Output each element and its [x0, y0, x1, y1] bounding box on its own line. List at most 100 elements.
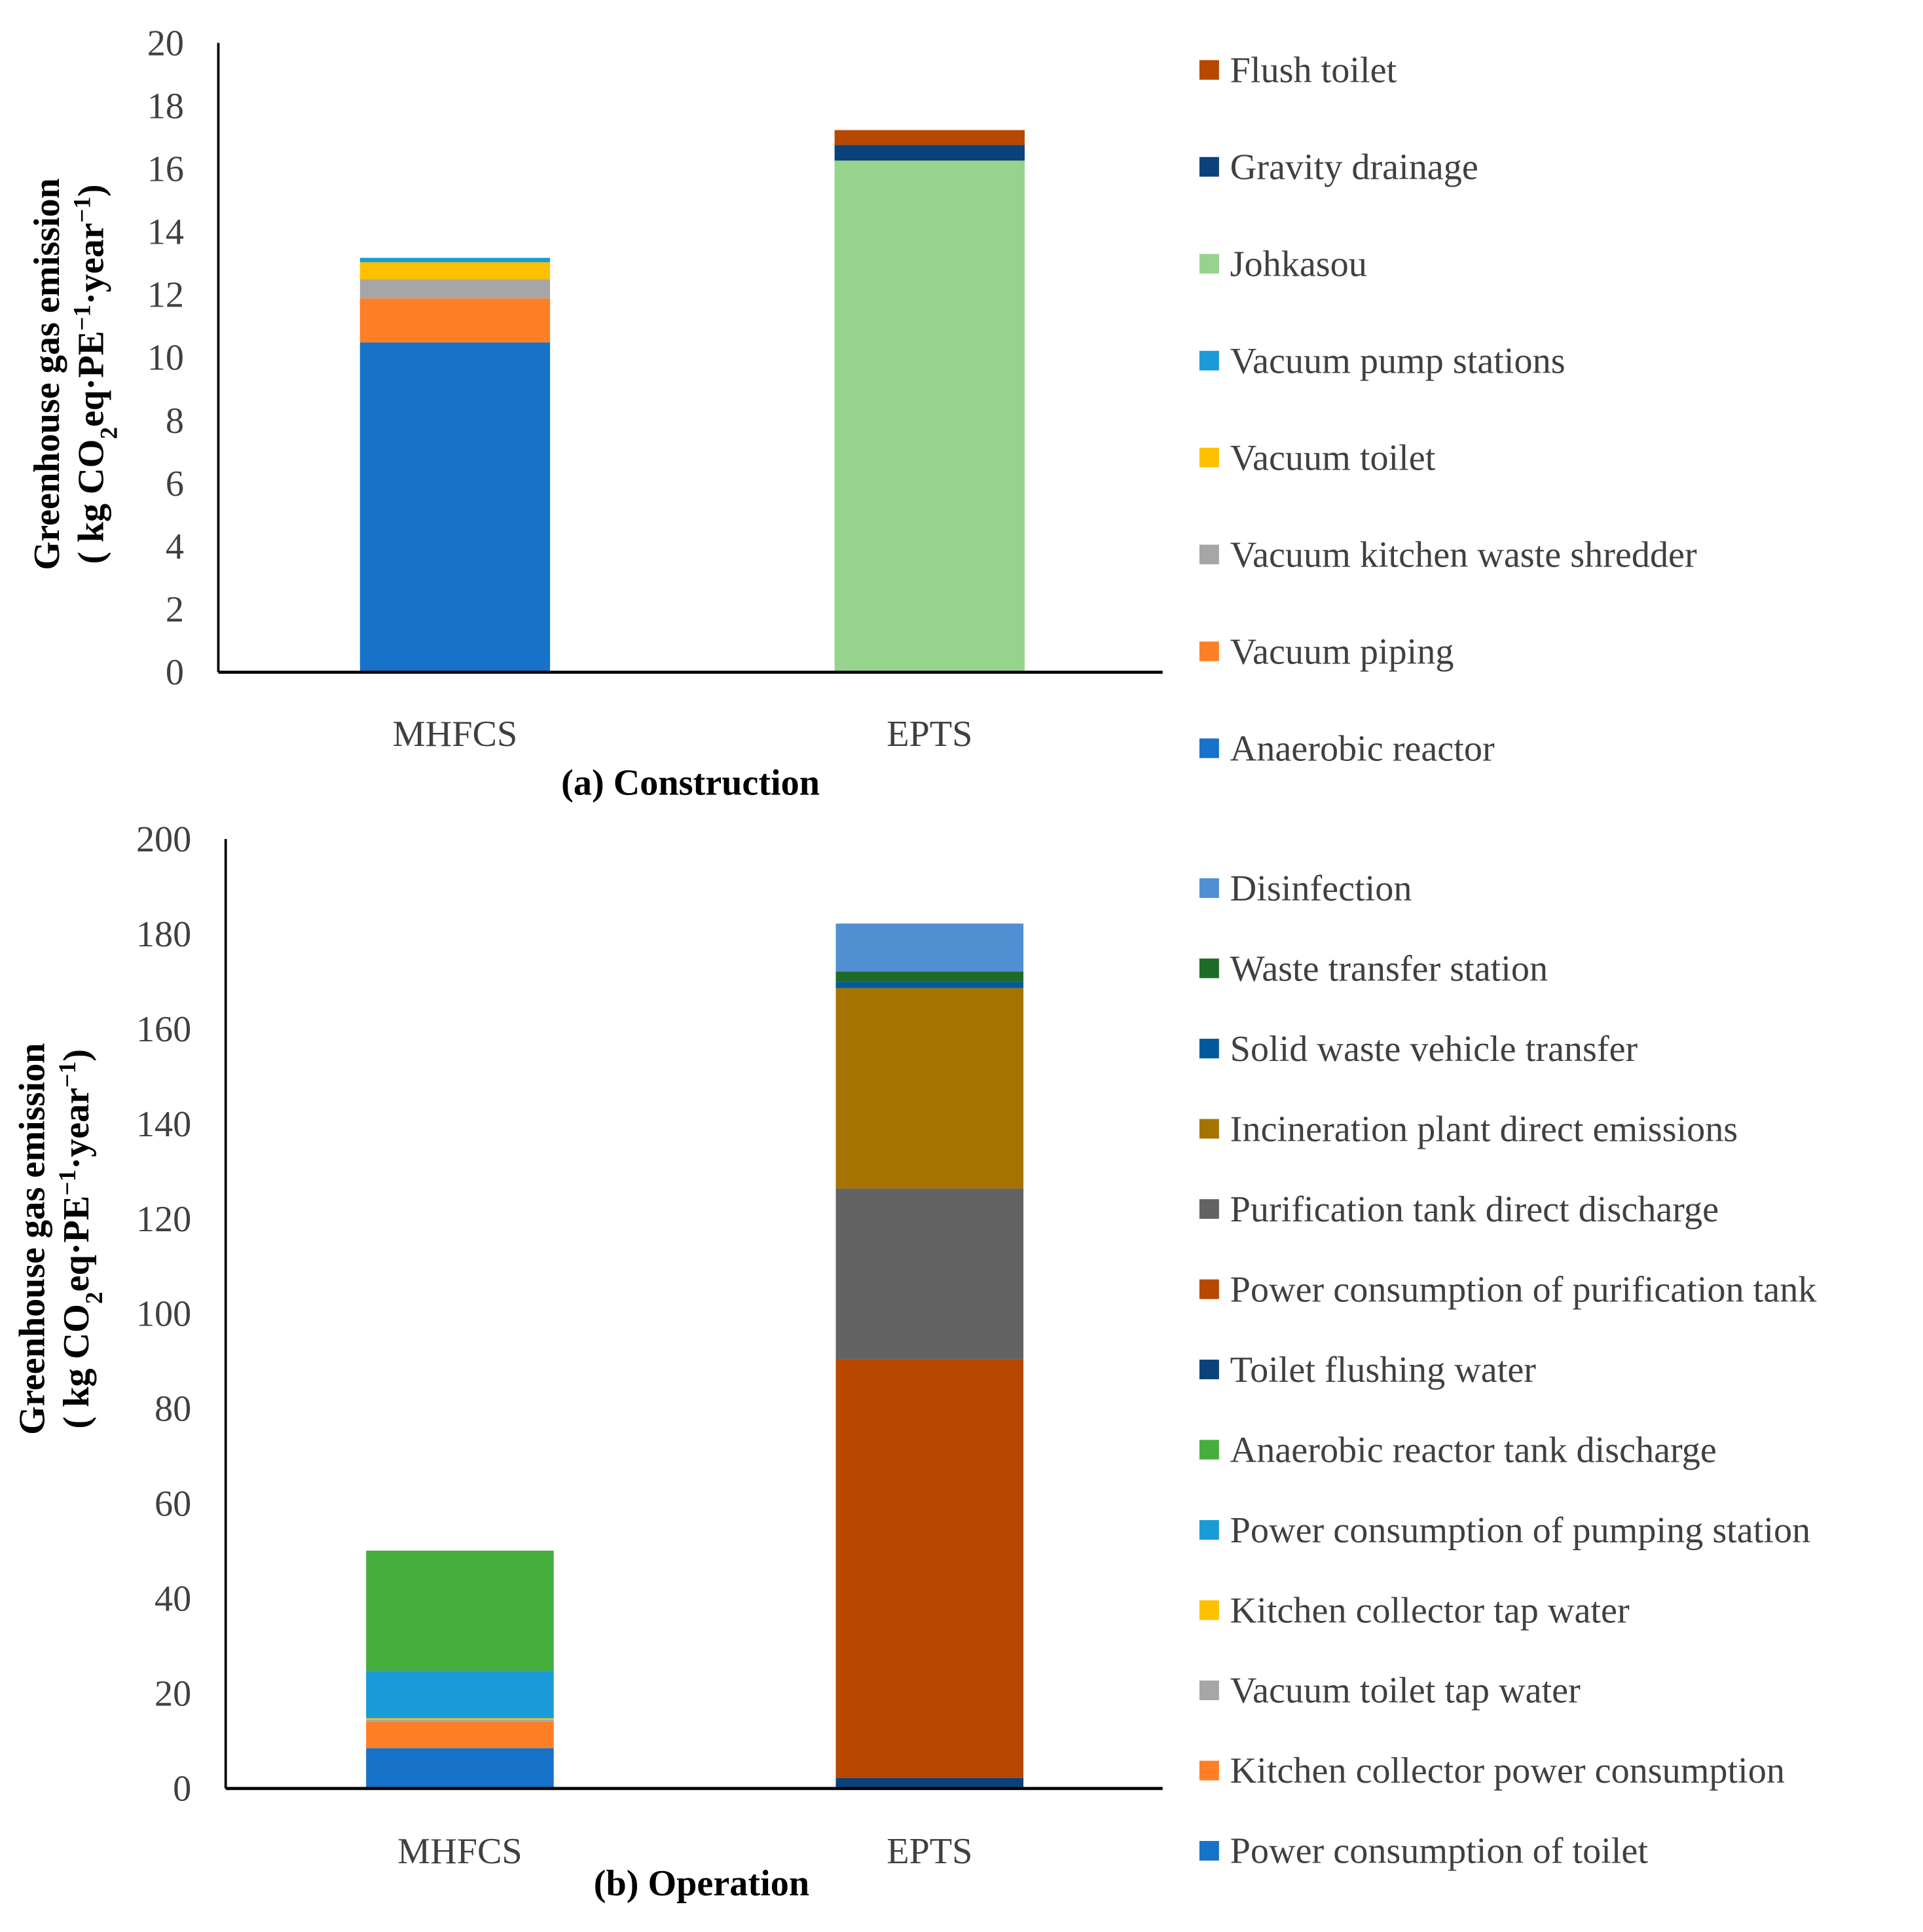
chart-title: (b) Operation	[594, 1863, 809, 1904]
bar-segment	[366, 1748, 554, 1789]
y-tick-label: 12	[147, 275, 184, 316]
y-tick-label: 2	[166, 589, 184, 630]
legend-label: Vacuum kitchen waste shredder	[1230, 534, 1697, 575]
y-tick-label: 40	[155, 1579, 191, 1620]
legend-swatch	[1199, 1841, 1219, 1861]
y-tick-label: 20	[147, 23, 184, 64]
bar-segment	[835, 1359, 1024, 1778]
legend-label: Toilet flushing water	[1230, 1350, 1537, 1390]
legend-label: Vacuum toilet	[1230, 437, 1436, 478]
y-tick-label: 8	[166, 401, 184, 441]
legend-item: Kitchen collector tap water	[1199, 1590, 1630, 1631]
unit-subscript: 2	[96, 427, 122, 439]
bar-segment	[835, 982, 1024, 988]
x-tick-label: MHFCS	[393, 714, 518, 754]
legend-item: Anaerobic reactor	[1199, 728, 1495, 769]
y-tick-label: 200	[136, 819, 191, 860]
bar-segment	[835, 988, 1024, 1189]
legend-swatch	[1199, 544, 1219, 565]
legend-label: Disinfection	[1230, 868, 1412, 909]
legend-label: Kitchen collector tap water	[1230, 1590, 1630, 1631]
legend-swatch	[1199, 1681, 1219, 1700]
legend-label: Gravity drainage	[1230, 147, 1478, 187]
bar-segment	[834, 130, 1025, 145]
legend-label: Solid waste vehicle transfer	[1230, 1029, 1638, 1069]
legend-label: Vacuum piping	[1230, 631, 1454, 672]
legend-item: Purification tank direct discharge	[1199, 1189, 1719, 1230]
legend: Disinfection Waste transfer station Solid …	[1199, 868, 1818, 1872]
bar-segment	[366, 1550, 554, 1671]
unit-part: ·year	[56, 1088, 97, 1170]
legend-item: Vacuum kitchen waste shredder	[1199, 534, 1697, 575]
bar-segment	[834, 145, 1025, 161]
unit-part: )	[56, 1049, 97, 1062]
y-axis-unit-label: ( kg CO2eq·PE−1·year−1)	[54, 1049, 107, 1429]
legend-swatch	[1199, 1520, 1219, 1540]
chart-operation: 0 20 40 60 80 100 120 140 160 180 200 MHFCS EPTS (b) …	[12, 819, 1817, 1904]
legend-label: Power consumption of toilet	[1230, 1831, 1649, 1872]
legend-swatch	[1199, 958, 1219, 978]
bar-segment	[835, 1777, 1024, 1789]
y-tick-label: 20	[155, 1674, 191, 1715]
legend-label: Anaerobic reactor	[1230, 728, 1495, 769]
legend-item: Waste transfer station	[1199, 948, 1548, 989]
y-axis-label: Greenhouse gas emission	[27, 178, 67, 570]
y-tick-label: 6	[166, 464, 184, 504]
bar-segment	[834, 160, 1025, 673]
bar-segment	[366, 1718, 554, 1720]
y-tick-label: 18	[147, 86, 184, 126]
y-tick-label: 4	[166, 527, 184, 567]
y-tick-label: 140	[136, 1104, 191, 1145]
legend-swatch	[1199, 60, 1219, 80]
bar-segment	[366, 1721, 554, 1749]
unit-part: ( kg CO	[56, 1304, 97, 1428]
unit-subscript: 2	[81, 1291, 107, 1304]
unit-part: ( kg CO	[71, 439, 111, 564]
legend-swatch	[1199, 878, 1219, 899]
unit-part: eq·PE	[71, 331, 111, 427]
legend-label: Incineration plant direct emissions	[1230, 1109, 1738, 1149]
legend-swatch	[1199, 738, 1219, 758]
legend-item: Toilet flushing water	[1199, 1350, 1537, 1390]
legend-item: Solid waste vehicle transfer	[1199, 1029, 1638, 1069]
legend-swatch	[1199, 1039, 1219, 1059]
legend-label: Vacuum pump stations	[1230, 341, 1566, 381]
legend-item: Power consumption of toilet	[1199, 1831, 1649, 1872]
legend-item: Gravity drainage	[1199, 147, 1478, 187]
legend-label: Anaerobic reactor tank discharge	[1230, 1430, 1717, 1470]
bar-segment	[835, 1188, 1024, 1360]
bar-segment	[835, 923, 1024, 972]
y-tick-label: 60	[155, 1484, 191, 1525]
legend-item: Power consumption of purification tank	[1199, 1269, 1818, 1310]
unit-superscript: −1	[54, 1170, 81, 1196]
y-tick-label: 10	[147, 338, 184, 379]
chart-title: (a) Construction	[561, 763, 820, 804]
legend-swatch	[1199, 1600, 1219, 1620]
legend-label: Kitchen collector power consumption	[1230, 1751, 1785, 1791]
legend-item: Disinfection	[1199, 868, 1412, 909]
legend-item: Vacuum pump stations	[1199, 341, 1566, 381]
legend-item: Anaerobic reactor tank discharge	[1199, 1430, 1717, 1470]
legend-label: Power consumption of pumping station	[1230, 1510, 1810, 1551]
legend-swatch	[1199, 350, 1219, 371]
bar-segment	[359, 342, 551, 673]
legend-swatch	[1199, 641, 1219, 661]
bar-segment	[359, 262, 551, 280]
unit-superscript: −1	[69, 305, 96, 331]
legend-label: Johkasou	[1230, 244, 1367, 284]
y-tick-label: 16	[147, 149, 184, 189]
unit-superscript: −1	[54, 1062, 81, 1088]
legend-label: Power consumption of purification tank	[1230, 1269, 1818, 1310]
bar-segment	[366, 1719, 554, 1722]
unit-part: )	[71, 184, 111, 196]
y-tick-label: 14	[147, 212, 184, 253]
legend-item: Kitchen collector power consumption	[1199, 1751, 1785, 1791]
unit-superscript: −1	[69, 196, 96, 223]
chart-construction: 0 2 4 6 8 10 12 14 16 18 20 MHFCS EPTS (a) Constructi…	[27, 23, 1697, 803]
legend-item: Johkasou	[1199, 244, 1367, 284]
legend-label: Waste transfer station	[1230, 948, 1548, 989]
bar-segment	[835, 971, 1024, 982]
legend-swatch	[1199, 447, 1219, 468]
legend: Flush toilet Gravity drainage Johkasou Vacu…	[1199, 50, 1697, 769]
